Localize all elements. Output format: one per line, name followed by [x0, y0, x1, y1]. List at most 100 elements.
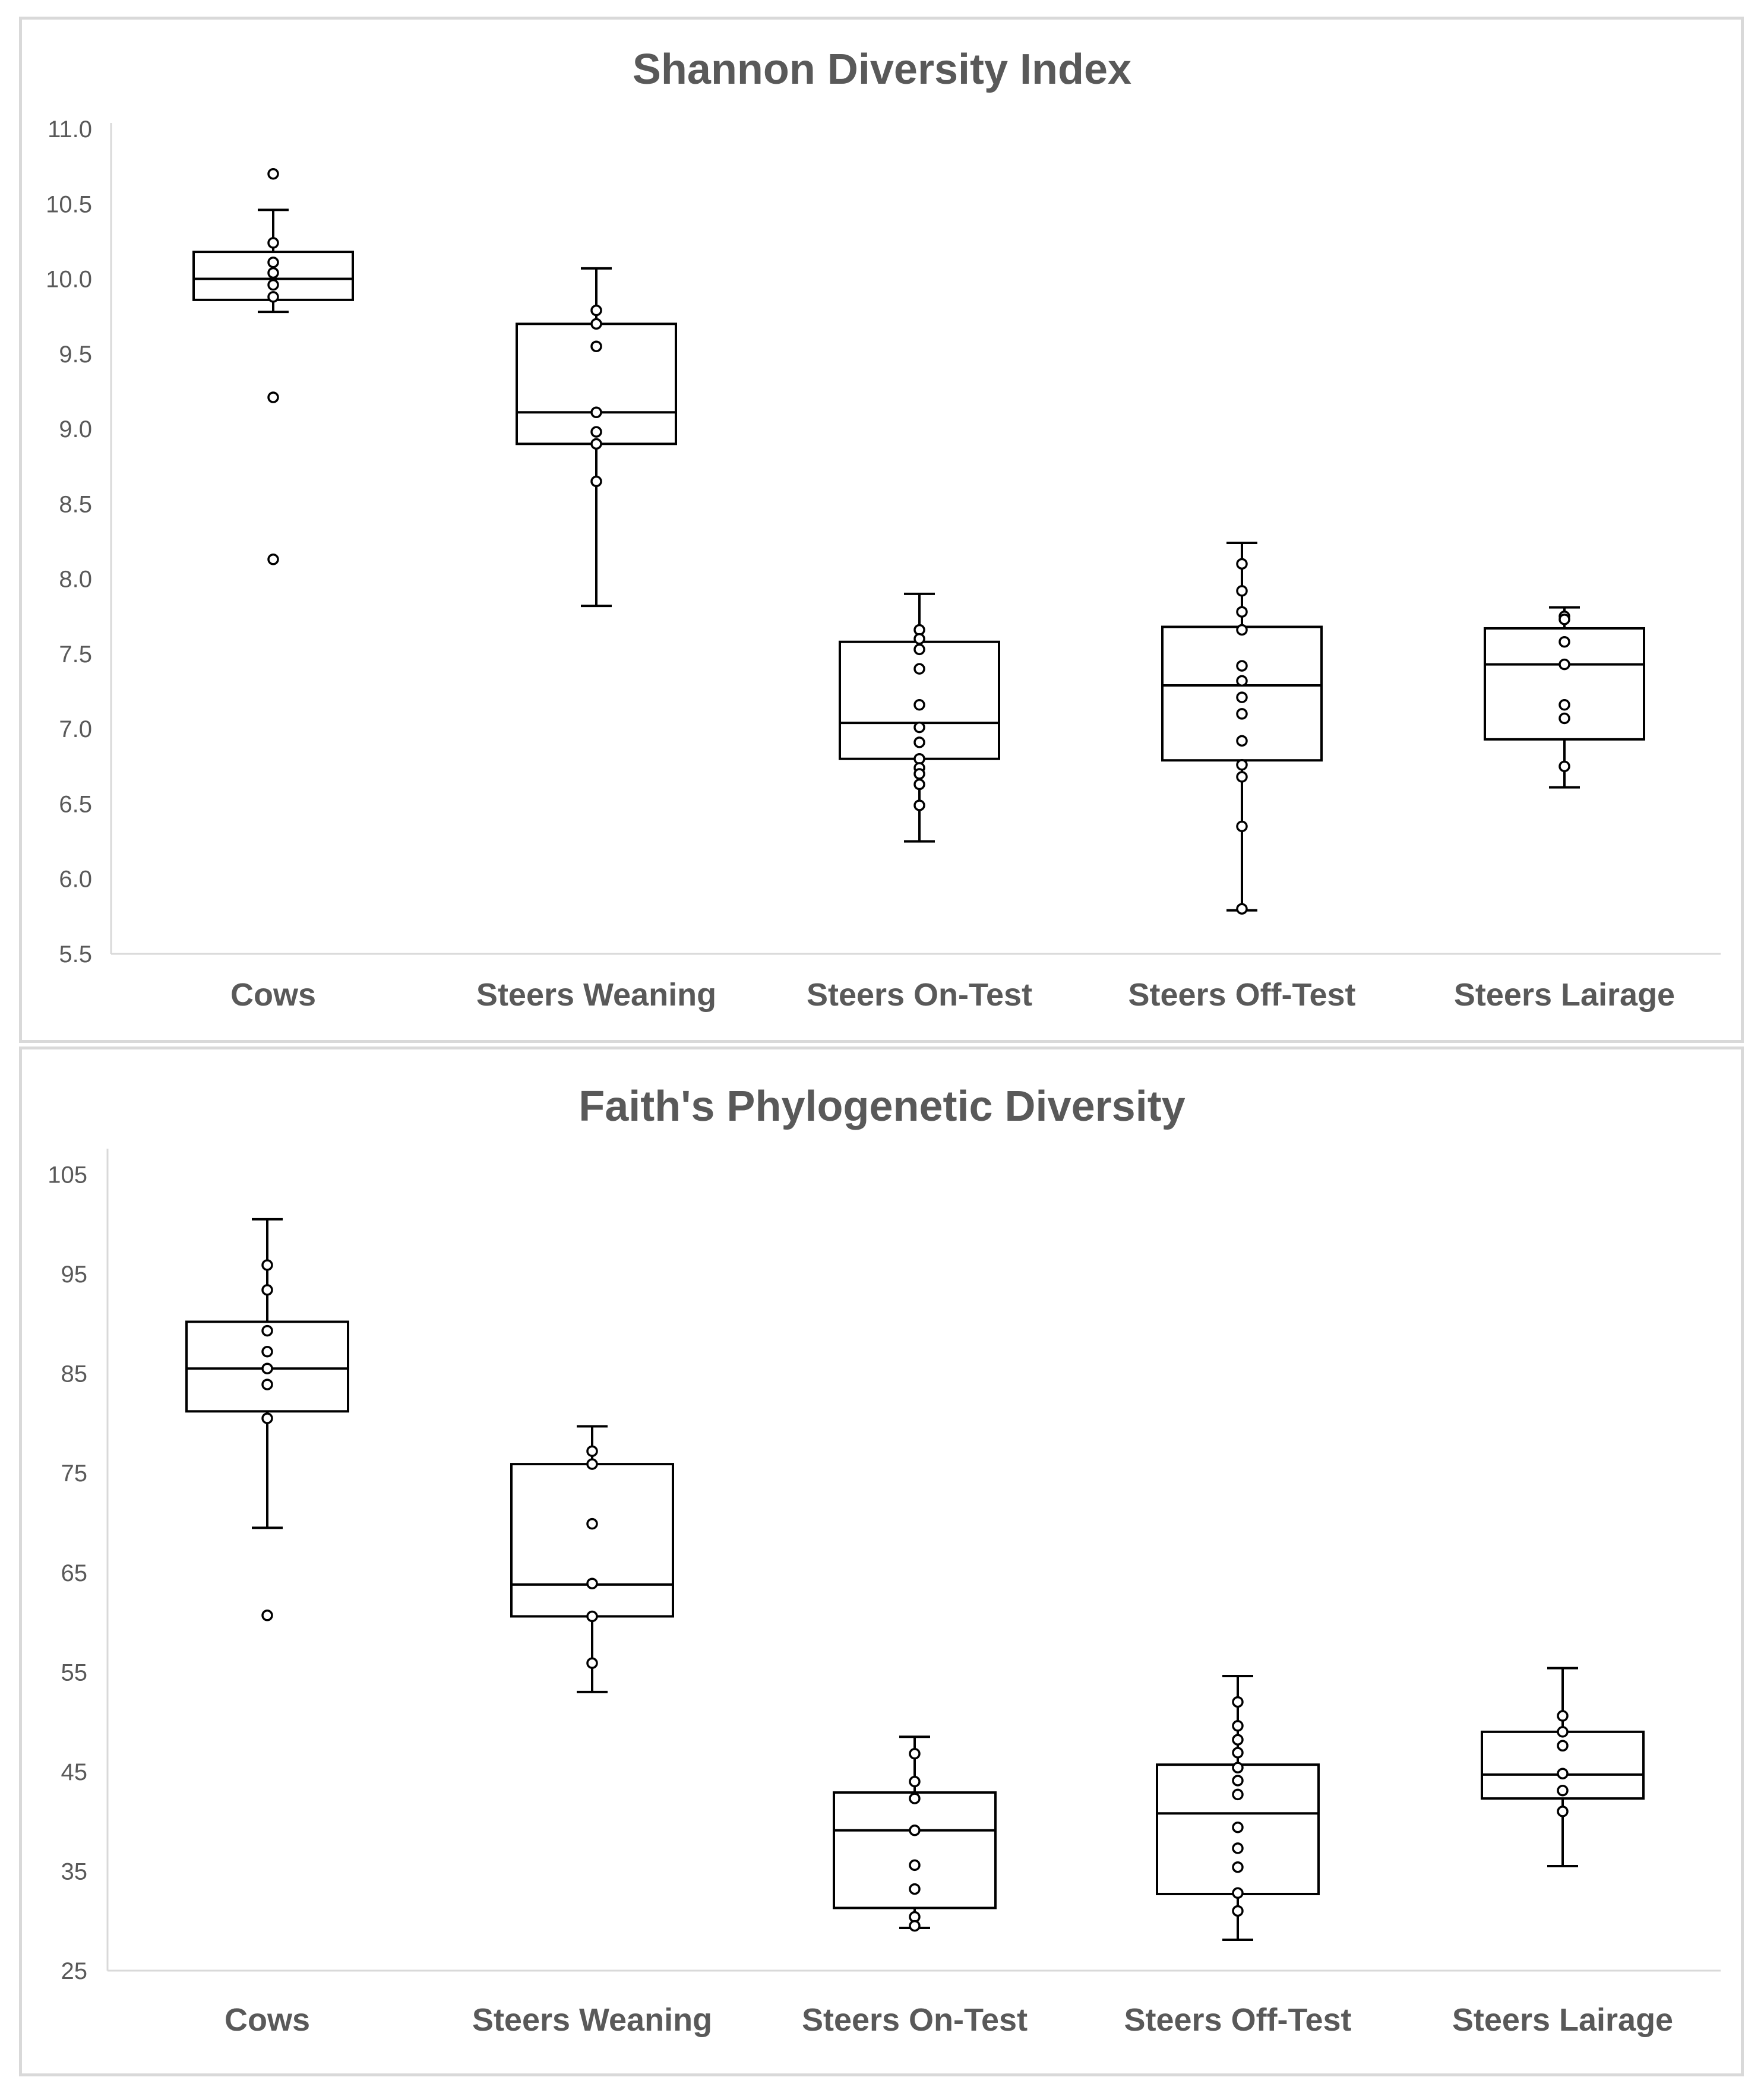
box-group — [1156, 1675, 1320, 1942]
x-category-label: Steers Lairage — [1454, 977, 1675, 1013]
y-tick-label: 6.0 — [59, 867, 92, 893]
data-point — [1232, 1887, 1244, 1899]
box-group — [833, 1735, 997, 1932]
data-point — [1557, 1726, 1569, 1738]
y-tick-label: 105 — [48, 1162, 87, 1188]
x-category-label: Cows — [225, 2002, 310, 2038]
data-point — [1232, 1734, 1244, 1746]
data-point — [261, 1259, 273, 1271]
data-point — [909, 1883, 921, 1895]
data-point — [1232, 1821, 1244, 1833]
data-point — [261, 1324, 273, 1337]
x-category-label: Steers On-Test — [807, 977, 1032, 1013]
data-point — [1232, 1775, 1244, 1787]
data-point — [1232, 1720, 1244, 1732]
data-point — [586, 1458, 598, 1470]
data-point — [267, 391, 279, 403]
data-point — [913, 721, 925, 734]
data-point — [261, 1346, 273, 1358]
y-tick-label: 7.0 — [59, 716, 92, 742]
data-point — [261, 1610, 273, 1621]
data-point — [590, 438, 602, 450]
iqr-box — [833, 1791, 997, 1909]
y-tick-label: 5.5 — [59, 941, 92, 968]
data-point — [590, 475, 602, 488]
x-category-label: Steers Off-Test — [1124, 2002, 1351, 2038]
data-point — [1232, 1905, 1244, 1917]
data-point — [1232, 1747, 1244, 1759]
x-category-label: Steers Weaning — [476, 977, 716, 1013]
iqr-box — [510, 1463, 674, 1618]
data-point — [261, 1412, 273, 1424]
data-point — [1557, 1768, 1569, 1779]
data-point — [913, 778, 925, 791]
box-group — [1161, 542, 1323, 915]
data-point — [1236, 759, 1248, 771]
box-group — [516, 267, 677, 608]
box-group — [192, 168, 354, 565]
data-point — [1236, 771, 1248, 783]
data-point — [909, 1775, 921, 1788]
data-point — [1558, 699, 1570, 711]
data-point — [1236, 903, 1248, 915]
data-point — [913, 663, 925, 675]
data-point — [1236, 691, 1248, 703]
y-tick-label: 9.5 — [59, 342, 92, 368]
data-point — [1557, 1806, 1569, 1817]
data-point — [267, 237, 279, 249]
y-tick-label: 85 — [61, 1361, 88, 1387]
shannon-chart: Shannon Diversity Index 5.5 6.0 6.5 7.0 7.5 8… — [46, 46, 1721, 1013]
data-point — [1232, 1788, 1244, 1801]
data-point — [586, 1517, 598, 1530]
data-point — [1236, 624, 1248, 636]
data-point — [1558, 712, 1570, 725]
data-point — [267, 291, 279, 303]
x-category-label: Cows — [230, 977, 316, 1013]
data-point — [909, 1859, 921, 1871]
data-point — [1236, 735, 1248, 747]
data-point — [1558, 636, 1570, 648]
faith-chart: Faith's Phylogenetic Diversity 25 35 45 55 6… — [48, 1083, 1721, 2038]
y-tick-label: 65 — [61, 1560, 88, 1586]
data-point — [586, 1657, 598, 1669]
y-tick-label: 8.5 — [59, 491, 92, 517]
iqr-box — [1484, 627, 1645, 741]
data-point — [913, 768, 925, 780]
data-point — [1557, 1784, 1569, 1797]
y-tick-label: 75 — [61, 1460, 88, 1487]
y-tick-label: 11.0 — [48, 116, 92, 143]
data-point — [1558, 760, 1570, 773]
y-tick-label: 95 — [61, 1262, 88, 1288]
x-category-label: Steers Off-Test — [1128, 977, 1355, 1013]
y-tick-label: 55 — [61, 1659, 88, 1686]
y-tick-label: 6.5 — [59, 791, 92, 817]
data-point — [1236, 675, 1248, 687]
data-point — [1558, 614, 1570, 625]
data-point — [261, 1362, 273, 1375]
data-point — [267, 168, 279, 180]
y-tick-label: 9.0 — [59, 416, 92, 442]
data-point — [1236, 660, 1248, 672]
data-point — [1232, 1696, 1244, 1708]
y-tick-label: 7.5 — [59, 641, 92, 668]
faith-chart-panel: Faith's Phylogenetic Diversity 25 35 45 55 6… — [19, 1046, 1744, 2076]
data-point — [1232, 1842, 1244, 1854]
y-tick-label: 10.5 — [46, 191, 92, 217]
data-point — [1558, 658, 1570, 671]
data-point — [913, 643, 925, 656]
chart-title: Faith's Phylogenetic Diversity — [578, 1083, 1185, 1130]
data-point — [590, 318, 602, 330]
y-tick-label: 45 — [61, 1759, 88, 1785]
box-group — [839, 592, 1000, 843]
data-point — [267, 267, 279, 279]
data-point — [1557, 1710, 1569, 1722]
shannon-chart-panel: Shannon Diversity Index 5.5 6.0 6.5 7.0 7.5 8… — [19, 17, 1744, 1043]
data-point — [586, 1577, 598, 1589]
data-point — [1236, 558, 1248, 570]
data-point — [1232, 1762, 1244, 1773]
data-point — [261, 1379, 273, 1390]
data-point — [590, 340, 602, 352]
data-point — [1236, 820, 1248, 833]
box-group — [185, 1218, 349, 1621]
data-point — [267, 257, 279, 268]
